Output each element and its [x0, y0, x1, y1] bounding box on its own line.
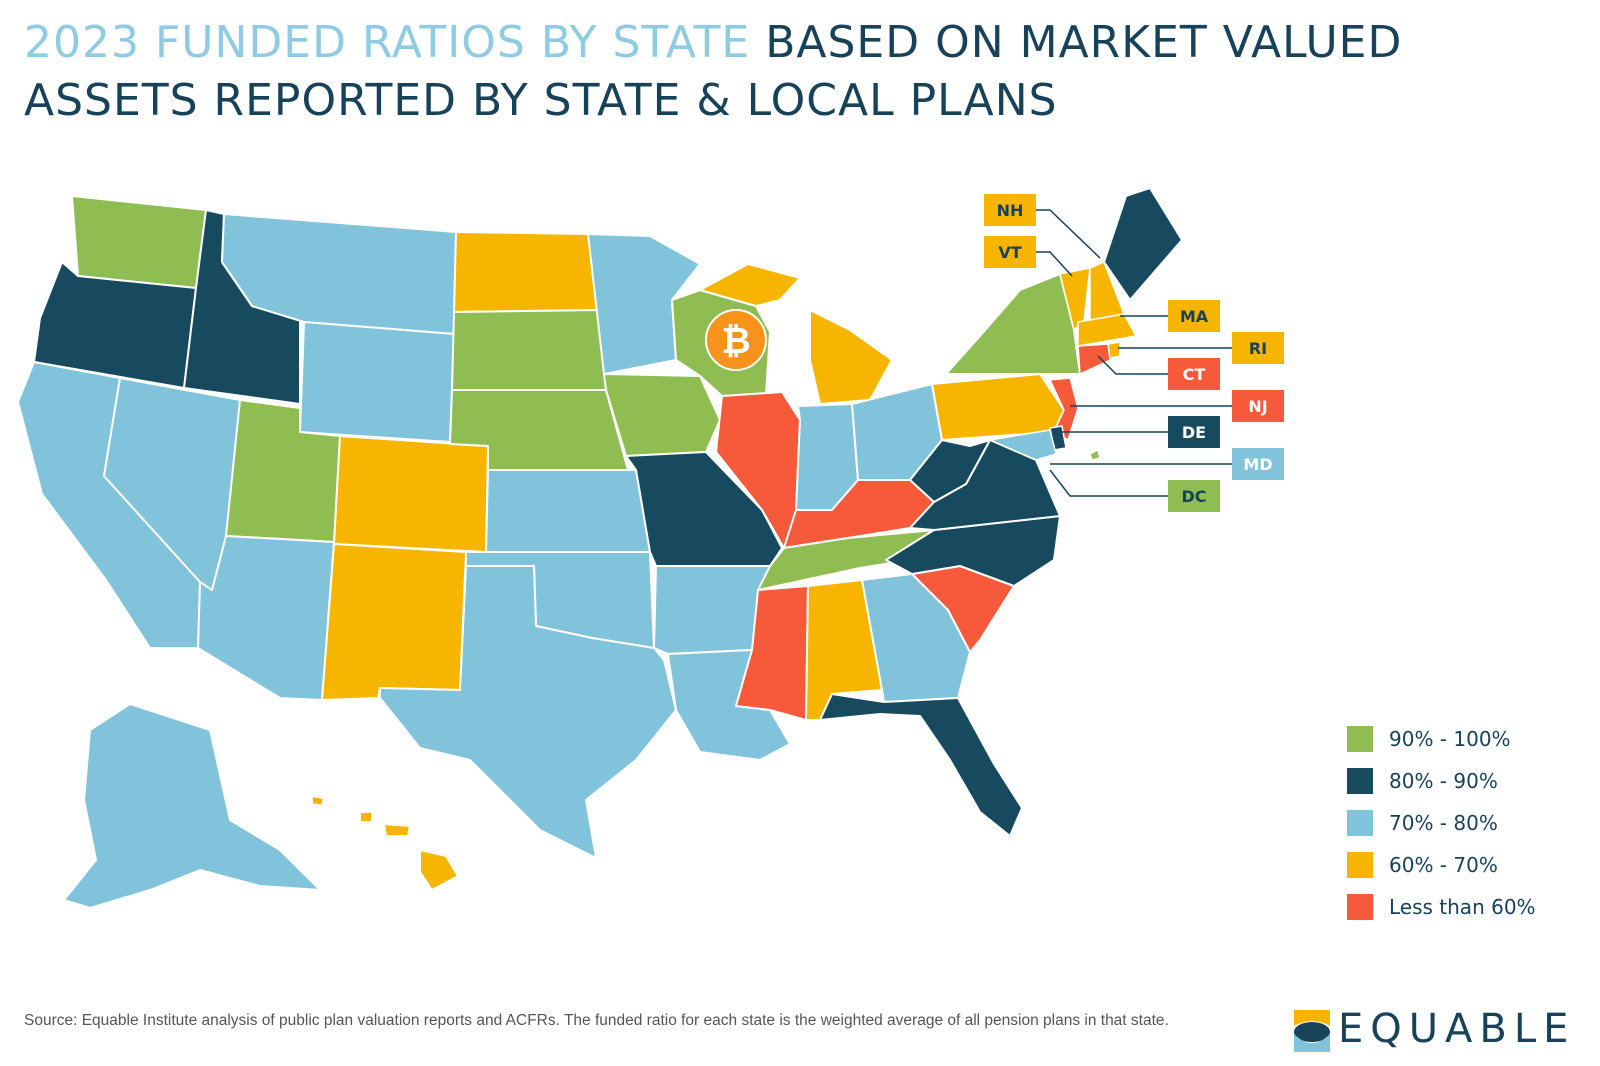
state-ia	[603, 373, 721, 457]
callout-box	[1168, 480, 1220, 512]
legend-label: 90% - 100%	[1389, 727, 1511, 751]
callout-ct: CT	[1168, 358, 1220, 390]
legend-swatch	[1347, 894, 1373, 920]
leader-line-dc	[1049, 469, 1168, 497]
callout-label: VT	[998, 243, 1021, 262]
legend-swatch	[1347, 726, 1373, 752]
callout-label: NH	[997, 201, 1024, 220]
us-map: NH VT MA RI CT NJ DE MD DC ₿	[17, 187, 1284, 909]
logo-text: EQUABLE	[1338, 1006, 1576, 1052]
callout-label: MD	[1243, 455, 1272, 474]
callout-box	[984, 194, 1036, 226]
callout-box	[984, 236, 1036, 268]
legend-item: 80% - 90%	[1347, 760, 1536, 802]
callout-box	[1232, 390, 1284, 422]
legend-item: Less than 60%	[1347, 886, 1536, 928]
callout-box	[1168, 416, 1220, 448]
callout-nh: NH	[984, 194, 1036, 226]
legend-item: 60% - 70%	[1347, 844, 1536, 886]
callout-label: NJ	[1248, 397, 1267, 416]
legend-label: 60% - 70%	[1389, 853, 1498, 877]
callout-dc: DC	[1168, 480, 1220, 512]
title-highlight: 2023 FUNDED RATIOS BY STATE	[24, 17, 766, 68]
callout-label: CT	[1183, 365, 1206, 384]
legend-item: 70% - 80%	[1347, 802, 1536, 844]
state-co	[333, 435, 489, 553]
state-ks	[485, 469, 651, 553]
legend-swatch	[1347, 852, 1373, 878]
callout-vt: VT	[984, 236, 1036, 268]
state-ny	[945, 273, 1081, 375]
callout-box	[1168, 300, 1220, 332]
leader-line-ct	[1097, 355, 1168, 375]
callout-nj: NJ	[1232, 390, 1284, 422]
bitcoin-symbol: ₿	[721, 321, 750, 362]
state-tx	[379, 565, 677, 859]
state-dc	[1089, 448, 1101, 461]
callout-label: MA	[1180, 307, 1209, 326]
state-ak	[63, 703, 321, 909]
state-fl	[819, 693, 1023, 837]
legend-swatch	[1347, 768, 1373, 794]
callout-label: DE	[1182, 423, 1206, 442]
bitcoin-icon: ₿	[705, 309, 767, 371]
title-main: BASED ON MARKET VALUED ASSETS REPORTED B…	[24, 17, 1403, 126]
legend-swatch	[1347, 810, 1373, 836]
callout-box	[1232, 448, 1284, 480]
legend-label: 80% - 90%	[1389, 769, 1498, 793]
state-me	[1103, 187, 1183, 301]
legend-item: 90% - 100%	[1347, 718, 1536, 760]
equable-logo-icon	[1294, 1010, 1330, 1052]
callout-box	[1168, 358, 1220, 390]
legend-label: 70% - 80%	[1389, 811, 1498, 835]
equable-logo: EQUABLE	[1290, 1004, 1580, 1058]
source-note: Source: Equable Institute analysis of pu…	[24, 1012, 1169, 1029]
state-ma	[1077, 313, 1138, 347]
state-nm	[321, 543, 467, 701]
callout-box	[1232, 332, 1284, 364]
state-vt	[1059, 267, 1091, 332]
state-nj	[1048, 377, 1079, 442]
leader-line-vt	[1036, 251, 1073, 277]
state-hi	[311, 795, 459, 891]
state-wa	[71, 195, 207, 289]
chart-title: 2023 FUNDED RATIOS BY STATE BASED ON MAR…	[24, 14, 1404, 130]
legend: 90% - 100% 80% - 90% 70% - 80% 60% - 70%…	[1347, 718, 1536, 928]
legend-label: Less than 60%	[1389, 895, 1536, 919]
leader-line-nh	[1036, 209, 1101, 259]
state-wy	[299, 321, 455, 443]
callout-md: MD	[1232, 448, 1284, 480]
state-pa	[931, 373, 1065, 441]
state-md	[987, 429, 1057, 461]
callout-ma: MA	[1168, 300, 1220, 332]
callout-de: DE	[1168, 416, 1220, 448]
callout-ri: RI	[1232, 332, 1284, 364]
state-ct	[1077, 343, 1111, 376]
callout-label: DC	[1181, 487, 1206, 506]
state-nd	[453, 231, 601, 313]
state-sd	[451, 309, 607, 391]
callout-label: RI	[1249, 339, 1267, 358]
